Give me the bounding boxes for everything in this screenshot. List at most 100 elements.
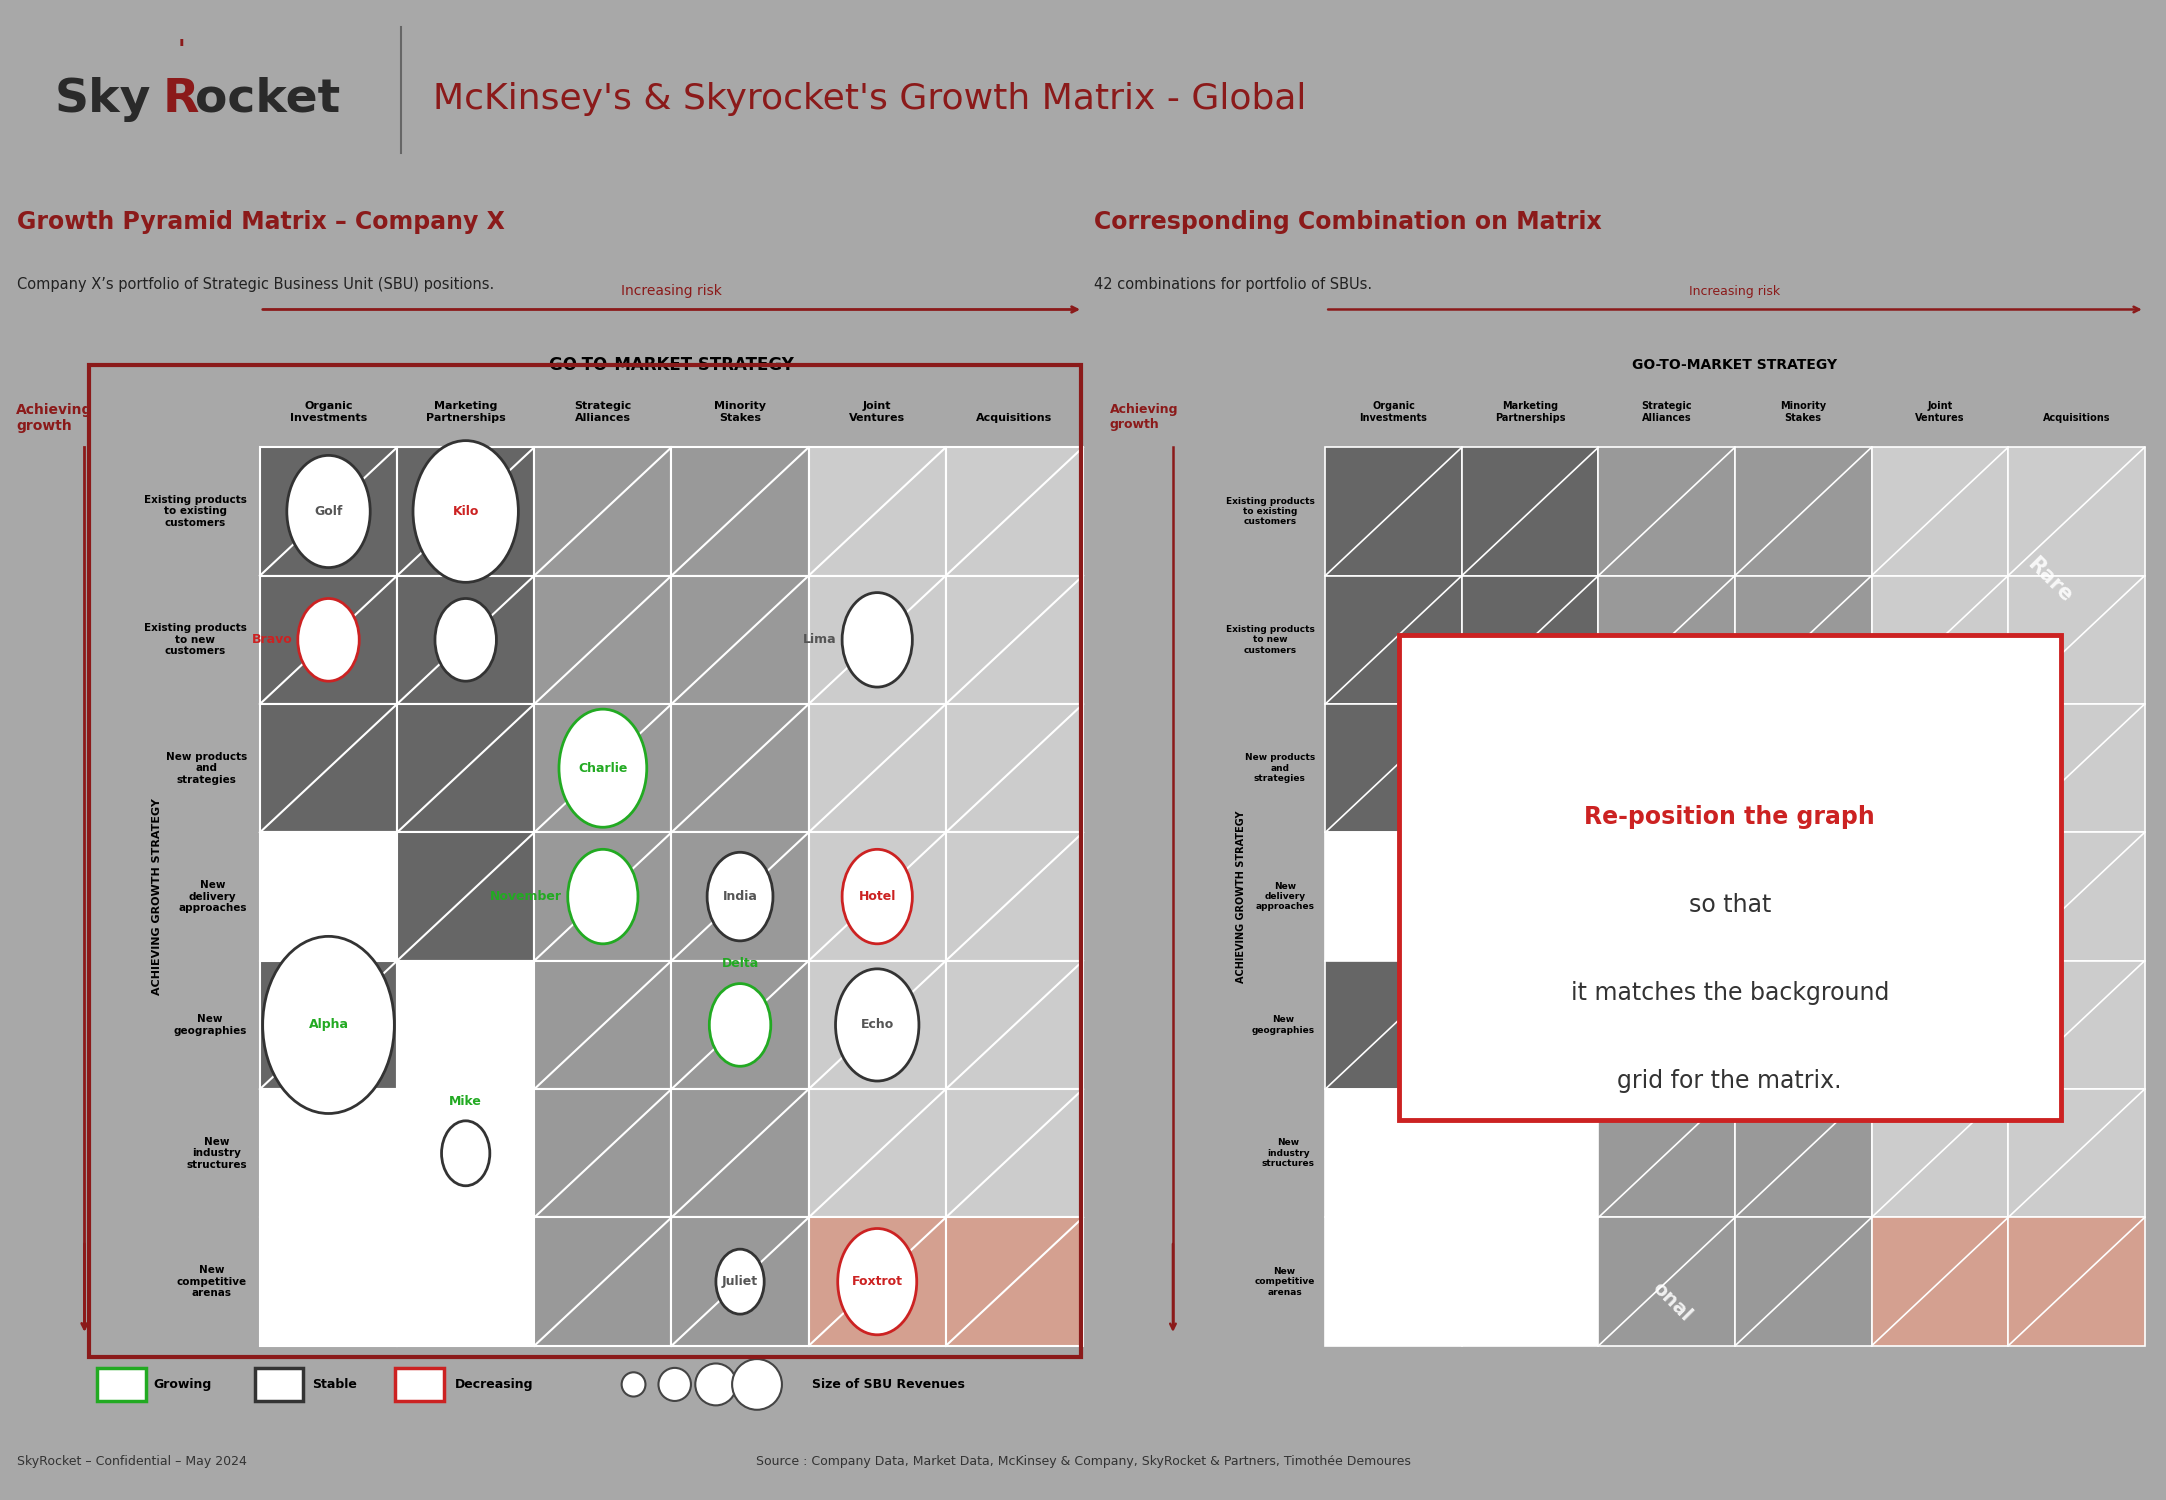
Bar bbox=[808, 1089, 947, 1218]
Bar bbox=[1871, 1218, 2008, 1346]
Bar bbox=[394, 1368, 444, 1401]
Text: grid for the matrix.: grid for the matrix. bbox=[1618, 1070, 1841, 1094]
Ellipse shape bbox=[262, 936, 394, 1113]
Text: it matches the background: it matches the background bbox=[1570, 981, 1889, 1005]
Bar bbox=[396, 960, 535, 1089]
Bar bbox=[1871, 576, 2008, 704]
Text: November: November bbox=[490, 890, 563, 903]
Bar bbox=[947, 447, 1083, 576]
Bar bbox=[2008, 576, 2144, 704]
Bar bbox=[1735, 833, 1871, 962]
Bar bbox=[1462, 576, 1599, 704]
Bar bbox=[2008, 704, 2144, 833]
Bar bbox=[947, 576, 1083, 704]
Text: Achieving
growth: Achieving growth bbox=[17, 404, 93, 433]
Text: onal: onal bbox=[1648, 1278, 1696, 1324]
Bar bbox=[1326, 960, 1462, 1089]
Bar bbox=[260, 1089, 396, 1218]
Bar bbox=[1462, 1089, 1599, 1218]
Text: Marketing
Partnerships: Marketing Partnerships bbox=[1495, 402, 1566, 423]
Bar bbox=[535, 833, 671, 962]
Bar bbox=[1462, 833, 1599, 962]
Text: Decreasing: Decreasing bbox=[455, 1378, 533, 1390]
Bar bbox=[1599, 704, 1735, 833]
Ellipse shape bbox=[567, 849, 639, 944]
Bar bbox=[260, 576, 396, 704]
Bar bbox=[1735, 704, 1871, 833]
Text: Corresponding Combination on Matrix: Corresponding Combination on Matrix bbox=[1094, 210, 1601, 234]
Text: Re-position the graph: Re-position the graph bbox=[1583, 804, 1876, 828]
Text: New
geographies: New geographies bbox=[173, 1014, 247, 1035]
Bar bbox=[260, 447, 396, 576]
Ellipse shape bbox=[297, 598, 360, 681]
Bar bbox=[1871, 447, 2008, 576]
Bar bbox=[396, 1089, 535, 1218]
Bar bbox=[1735, 1089, 1871, 1218]
Ellipse shape bbox=[843, 849, 912, 944]
Bar bbox=[808, 447, 947, 576]
Ellipse shape bbox=[708, 984, 771, 1066]
Text: Growing: Growing bbox=[154, 1378, 212, 1390]
Circle shape bbox=[732, 1359, 782, 1410]
Text: Sky: Sky bbox=[54, 76, 149, 122]
Bar bbox=[535, 447, 671, 576]
Bar bbox=[1871, 1089, 2008, 1218]
Bar bbox=[535, 1089, 671, 1218]
Text: ACHIEVING GROWTH STRATEGY: ACHIEVING GROWTH STRATEGY bbox=[1237, 810, 1245, 982]
Bar bbox=[671, 447, 808, 576]
Bar bbox=[2008, 447, 2144, 576]
Text: Existing products
to new
customers: Existing products to new customers bbox=[1226, 626, 1315, 654]
Text: Acquisitions: Acquisitions bbox=[977, 413, 1053, 423]
Bar bbox=[1735, 960, 1871, 1089]
Text: GO-TO-MARKET STRATEGY: GO-TO-MARKET STRATEGY bbox=[1633, 357, 1837, 372]
Text: so that: so that bbox=[1689, 892, 1772, 916]
Ellipse shape bbox=[435, 598, 496, 681]
Bar bbox=[396, 1218, 535, 1346]
Bar bbox=[808, 704, 947, 833]
Circle shape bbox=[658, 1368, 691, 1401]
Text: Minority
Stakes: Minority Stakes bbox=[715, 402, 767, 423]
Text: Size of SBU Revenues: Size of SBU Revenues bbox=[812, 1378, 966, 1390]
Bar bbox=[535, 704, 671, 833]
Text: Existing products
to existing
customers: Existing products to existing customers bbox=[1226, 496, 1315, 526]
Bar bbox=[1326, 576, 1462, 704]
Text: Existing products
to new
customers: Existing products to new customers bbox=[145, 622, 247, 657]
Text: New
industry
structures: New industry structures bbox=[186, 1137, 247, 1170]
Ellipse shape bbox=[414, 441, 518, 582]
Ellipse shape bbox=[286, 456, 370, 567]
Ellipse shape bbox=[836, 969, 918, 1082]
Bar bbox=[1462, 960, 1599, 1089]
Bar bbox=[671, 704, 808, 833]
Bar bbox=[1599, 1089, 1735, 1218]
Text: Existing products
to existing
customers: Existing products to existing customers bbox=[145, 495, 247, 528]
Bar bbox=[1599, 833, 1735, 962]
Ellipse shape bbox=[838, 1228, 916, 1335]
Bar bbox=[2008, 833, 2144, 962]
Bar bbox=[947, 833, 1083, 962]
Bar bbox=[1462, 704, 1599, 833]
Bar bbox=[1871, 833, 2008, 962]
Bar bbox=[2008, 960, 2144, 1089]
Text: New
delivery
approaches: New delivery approaches bbox=[1256, 882, 1315, 912]
Ellipse shape bbox=[843, 592, 912, 687]
Bar bbox=[260, 960, 396, 1089]
Bar bbox=[947, 704, 1083, 833]
Bar bbox=[1871, 704, 2008, 833]
Text: Echo: Echo bbox=[860, 1019, 895, 1032]
Text: Mike: Mike bbox=[448, 1095, 483, 1107]
Bar bbox=[671, 1089, 808, 1218]
Bar bbox=[260, 1218, 396, 1346]
Text: GO-TO-MARKET STRATEGY: GO-TO-MARKET STRATEGY bbox=[548, 356, 795, 374]
Text: ocket: ocket bbox=[195, 76, 340, 122]
Bar bbox=[1326, 1218, 1462, 1346]
Bar bbox=[396, 704, 535, 833]
Bar bbox=[396, 447, 535, 576]
Text: New
competitive
arenas: New competitive arenas bbox=[1254, 1268, 1315, 1296]
Text: Joint
Ventures: Joint Ventures bbox=[849, 402, 905, 423]
Text: Increasing risk: Increasing risk bbox=[622, 285, 721, 298]
Text: Alpha: Alpha bbox=[308, 1019, 349, 1032]
Bar bbox=[1326, 833, 1462, 962]
Text: Stable: Stable bbox=[312, 1378, 357, 1390]
Text: Company X’s portfolio of Strategic Business Unit (SBU) positions.: Company X’s portfolio of Strategic Busin… bbox=[17, 278, 494, 292]
Text: R: R bbox=[162, 76, 199, 122]
